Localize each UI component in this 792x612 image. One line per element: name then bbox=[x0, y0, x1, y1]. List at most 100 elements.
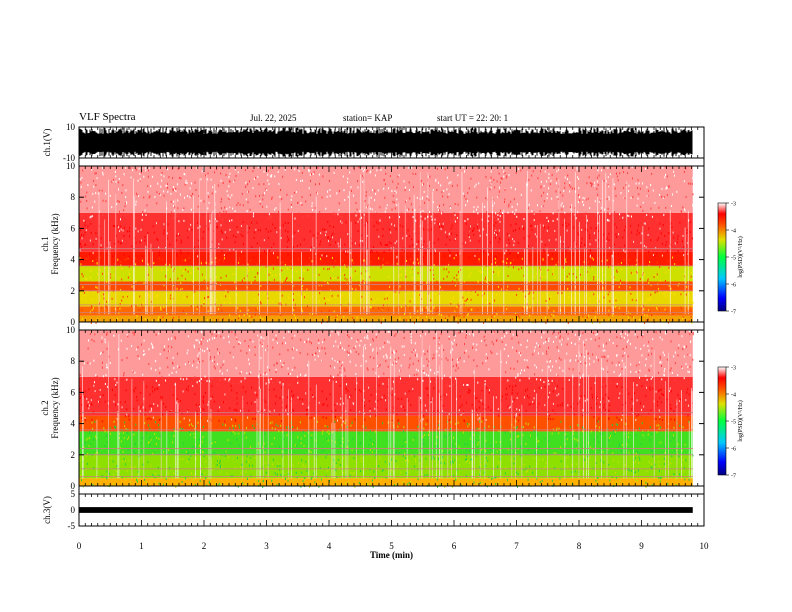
ch1-spectrogram-texel bbox=[337, 276, 339, 279]
ch1-spectrogram-texel bbox=[608, 196, 610, 199]
ch2-spectrogram-texel bbox=[326, 470, 328, 473]
ch2-spectrogram-texel bbox=[211, 377, 213, 380]
ch1-spectrogram-texel bbox=[434, 264, 436, 267]
ch2-spectrogram-texel bbox=[329, 334, 331, 337]
ch2-spectrogram-texel bbox=[599, 448, 601, 451]
ch1-spectrogram-texel bbox=[674, 242, 676, 245]
ch2-spectrogram-texel bbox=[393, 362, 395, 365]
ch1-spectrogram-texel bbox=[250, 288, 252, 291]
ch1-spectrogram-texel bbox=[622, 236, 624, 239]
ch1-spectrogram-texel bbox=[494, 231, 496, 234]
ch1-spectrogram-texel bbox=[662, 242, 664, 245]
ch2-spectrogram-texel bbox=[626, 341, 628, 344]
ch2-spectrogram-texel bbox=[106, 363, 108, 366]
ch1-spectrogram-texel bbox=[639, 278, 641, 281]
ch2-spectrogram-texel bbox=[223, 336, 225, 339]
ch1-spectrogram-texel bbox=[196, 221, 198, 224]
ch1-spectrogram-texel bbox=[453, 212, 455, 215]
ch2-spectrogram-texel bbox=[193, 436, 195, 439]
ch2-spectrogram-texel bbox=[316, 476, 318, 479]
ch1-spectrogram-texel bbox=[478, 270, 480, 273]
ch2-spectrogram-texel bbox=[560, 358, 562, 361]
ch2-spectrogram-texel bbox=[449, 427, 451, 430]
ch1-spectrogram-texel bbox=[664, 308, 666, 311]
ch2-spectrogram-texel bbox=[321, 390, 323, 393]
ch1-spectrogram-texel bbox=[260, 284, 262, 287]
ch2-spectrogram-texel bbox=[321, 359, 323, 362]
ch2-spectrogram-texel bbox=[494, 476, 496, 479]
ch2-spectrogram-texel bbox=[427, 433, 429, 436]
ch2-spectrogram-texel bbox=[416, 353, 418, 356]
ch2-spectrogram-texel bbox=[527, 449, 529, 452]
ch1-spectrogram-texel bbox=[198, 227, 200, 230]
ch2-spectrogram-texel bbox=[166, 481, 168, 484]
ch2-spectrogram-texel bbox=[147, 441, 149, 444]
ch2-spectrogram-texel bbox=[374, 430, 376, 433]
ch1-spectrogram-texel bbox=[330, 277, 332, 280]
ch1-spectrogram-texel bbox=[263, 183, 265, 186]
ch1-spectrogram-texel bbox=[162, 316, 164, 319]
ch1-spectrogram-texel bbox=[217, 308, 219, 311]
ch2-spectrogram-texel bbox=[217, 352, 219, 355]
ch2-spectrogram-texel bbox=[512, 346, 514, 349]
ch1-spectrogram-texel bbox=[116, 203, 118, 206]
ch1-spectrogram-texel bbox=[528, 203, 530, 206]
ch1-spectrogram-texel bbox=[589, 249, 591, 252]
ch2-spectrogram-texel bbox=[382, 468, 384, 471]
ch1-spectrogram-texel bbox=[546, 180, 548, 183]
ch1-spectrogram-texel bbox=[565, 260, 567, 263]
ch1-spectrogram-texel bbox=[417, 258, 419, 261]
ch1-spectrogram-texel bbox=[135, 263, 137, 266]
ch1-spectrogram-texel bbox=[97, 273, 99, 276]
ch2-spectrogram-texel bbox=[301, 459, 303, 462]
ch2-spectrogram-texel bbox=[649, 388, 651, 391]
ch1-spectrogram-texel bbox=[494, 257, 496, 260]
ch2-spectrogram-texel bbox=[495, 482, 497, 485]
ch1-spectrogram-texel bbox=[93, 262, 95, 265]
ch1-spectrogram-texel bbox=[386, 293, 388, 296]
ch2-spectrogram-texel bbox=[309, 388, 311, 391]
ch2-spectrogram-texel bbox=[467, 425, 469, 428]
ch2-spectrogram-texel bbox=[482, 417, 484, 420]
ch2-spectrogram-texel bbox=[249, 349, 251, 352]
ch2-spectrogram-texel bbox=[457, 367, 459, 370]
ch1-spectrogram-texel bbox=[329, 224, 331, 227]
ch1-spectrogram-texel bbox=[233, 180, 235, 183]
ch2-spectrogram-texel bbox=[552, 418, 554, 421]
ch2-spectrogram-texel bbox=[305, 392, 307, 395]
ch2-spectrogram-texel bbox=[105, 374, 107, 377]
ch1-spectrogram-texel bbox=[81, 308, 83, 311]
ch2-spectrogram-texel bbox=[135, 423, 137, 426]
ch2-spectrogram-texel bbox=[379, 457, 381, 460]
ch1-spectrogram-texel bbox=[659, 227, 661, 230]
ch1-spectrogram-texel bbox=[577, 211, 579, 214]
ch1-spectrogram-texel bbox=[382, 234, 384, 237]
ch1-spectrogram-texel bbox=[650, 284, 652, 287]
ch1-spectrogram-texel bbox=[385, 207, 387, 210]
ch2-spectrogram-texel bbox=[569, 360, 571, 363]
ch1-spectrogram-texel bbox=[95, 258, 97, 261]
ch2-spectrogram-texel bbox=[440, 332, 442, 335]
ch2-spectrogram-texel bbox=[168, 472, 170, 475]
ch1-spectrogram-texel bbox=[180, 252, 182, 255]
ch1-spectrogram-texel bbox=[686, 229, 688, 232]
ch2-spectrogram-texel bbox=[537, 433, 539, 436]
ch1-spectrogram-texel bbox=[603, 233, 605, 236]
ch2-spectrogram-texel bbox=[302, 480, 304, 483]
ch1-spectrogram-texel bbox=[109, 249, 111, 252]
ch2-spectrogram-texel bbox=[516, 426, 518, 429]
ch1-spectrogram-texel bbox=[530, 189, 532, 192]
ch2-spectrogram-texel bbox=[151, 342, 153, 345]
ch1-spectrogram-texel bbox=[683, 254, 685, 257]
ch1-spectrogram-texel bbox=[561, 292, 563, 295]
ch2-spectrogram-texel bbox=[353, 456, 355, 459]
ch2-spectrogram-texel bbox=[158, 474, 160, 477]
ch1-spectrogram-texel bbox=[386, 304, 388, 307]
ch2-spectrogram-texel bbox=[266, 373, 268, 376]
ch1-spectrogram-texel bbox=[365, 270, 367, 273]
ch2-spectrogram-texel bbox=[281, 450, 283, 453]
ch1-spectrogram-texel bbox=[235, 272, 237, 275]
ch2-spectrogram-texel bbox=[677, 443, 679, 446]
ch1-spectrogram-texel bbox=[433, 242, 435, 245]
ch1-spectrogram-texel bbox=[489, 302, 491, 305]
